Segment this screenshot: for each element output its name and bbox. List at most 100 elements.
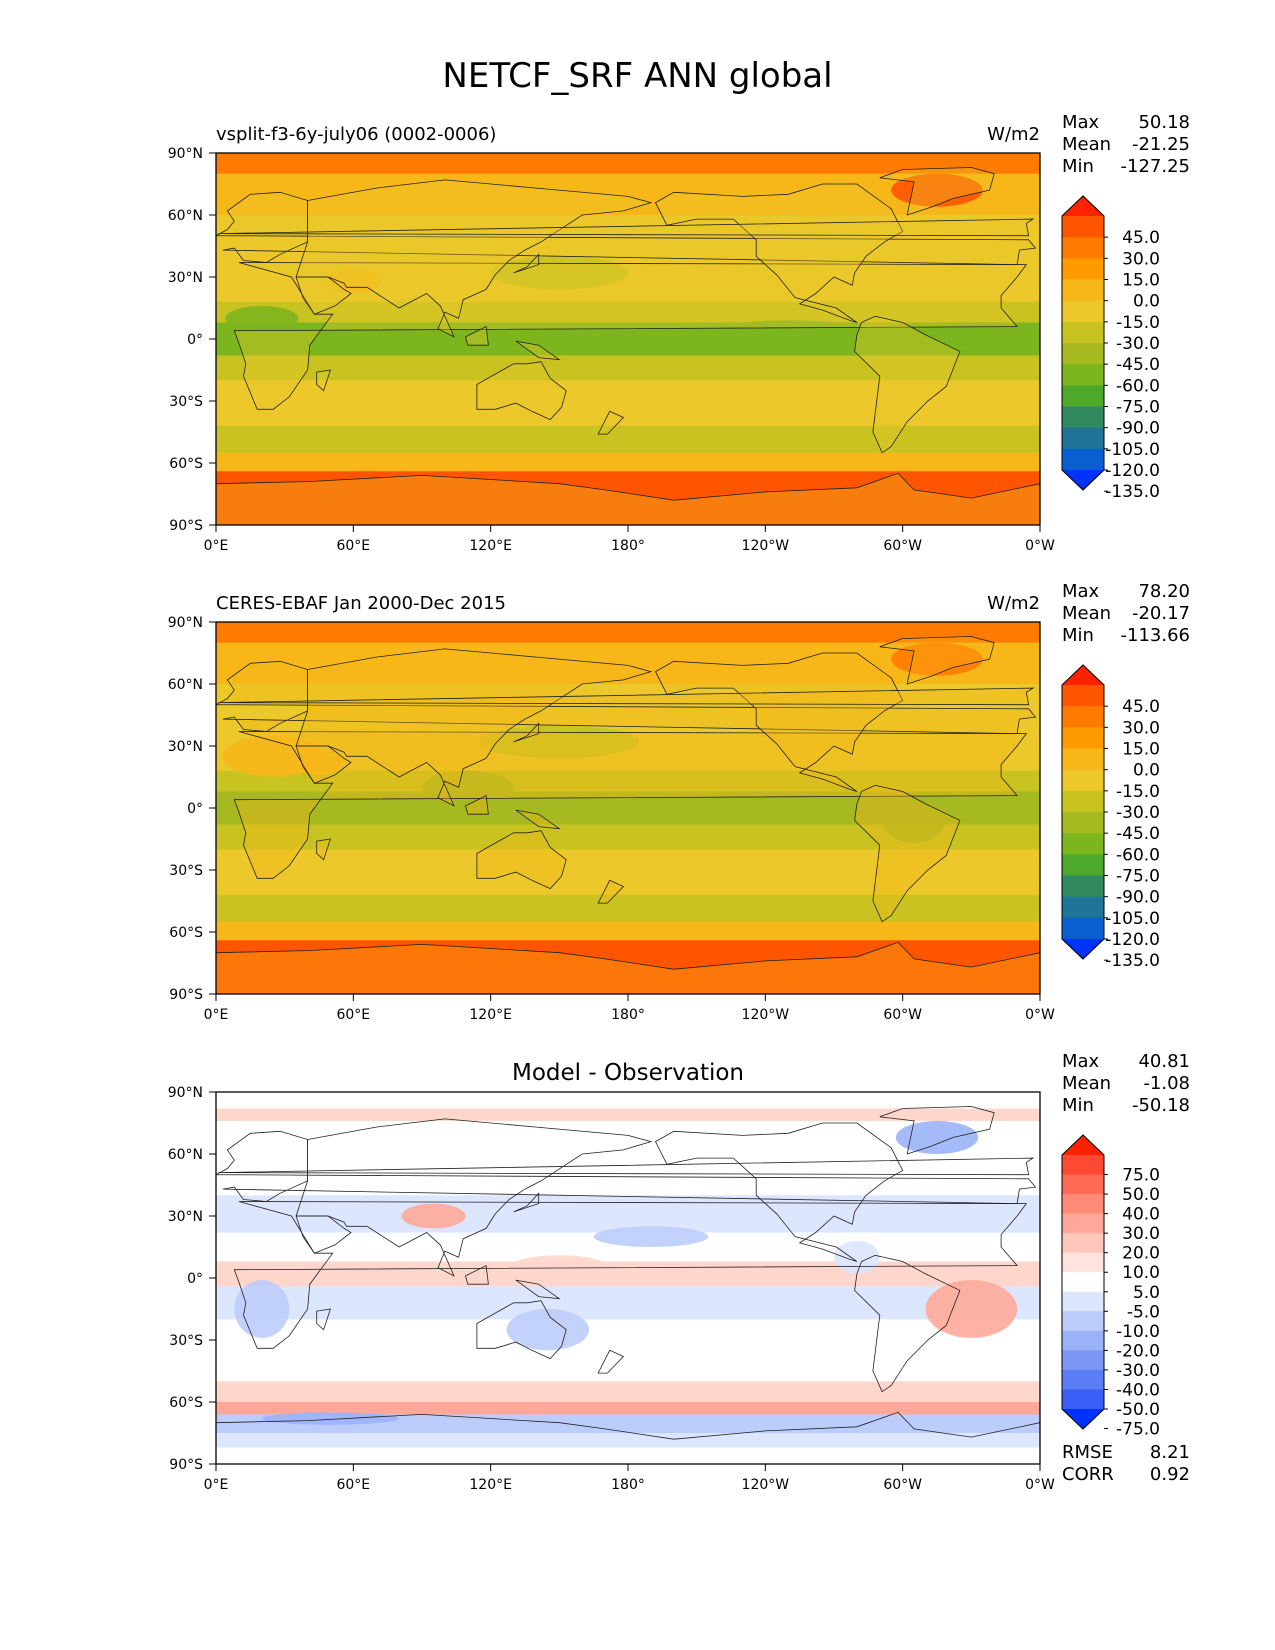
colorbar-segment — [1062, 748, 1104, 771]
colorbar-label: 10.0 — [1122, 1263, 1160, 1283]
stat-value-max: 40.81 — [1138, 1051, 1190, 1072]
colorbar-segment — [1062, 685, 1104, 707]
colorbar-label: -60.0 — [1116, 845, 1160, 865]
contour-band — [216, 1092, 1040, 1110]
contour-band — [216, 425, 1040, 454]
colorbar-label: -30.0 — [1116, 803, 1160, 823]
contour-blob — [506, 1309, 590, 1351]
coastline-north-america — [654, 1122, 904, 1262]
coastline-antarctica — [216, 941, 1040, 994]
colorbar-label: 15.0 — [1122, 740, 1160, 760]
colorbar-segment — [1062, 896, 1104, 919]
colorbar-bottom-extend — [1062, 470, 1104, 490]
colorbar-label: 30.0 — [1122, 718, 1160, 738]
coastline-new-guinea — [515, 809, 561, 830]
y-tick-label: 60°N — [168, 208, 203, 224]
coastline-japan — [513, 722, 540, 743]
panel-units: W/m2 — [987, 124, 1040, 145]
x-tick-label: 0°E — [204, 1007, 229, 1023]
coastline-uk — [218, 1157, 1035, 1176]
coastline-new-zealand — [597, 410, 625, 435]
colorbar-label: -15.0 — [1116, 782, 1160, 802]
coastline-arabia — [295, 276, 352, 315]
colorbar-segment — [1062, 1369, 1104, 1390]
colorbar-label: -75.0 — [1116, 867, 1160, 887]
colorbar-label: -105.0 — [1105, 909, 1160, 929]
coastline-uk — [218, 218, 1035, 237]
y-tick-label: 60°S — [169, 456, 203, 472]
colorbar-bottom-extend — [1062, 939, 1104, 959]
colorbar-segment — [1062, 790, 1104, 813]
y-tick-label: 30°S — [169, 863, 203, 879]
colorbar-label: -10.0 — [1116, 1322, 1160, 1342]
colorbar-segment — [1062, 1233, 1104, 1254]
coastline-africa — [233, 731, 1028, 879]
colorbar-label: -120.0 — [1105, 930, 1160, 950]
stat-label-mean: Mean — [1062, 1073, 1111, 1094]
coastline-asia — [295, 179, 653, 338]
colorbar-label: -15.0 — [1116, 313, 1160, 333]
colorbar-segment — [1062, 427, 1104, 450]
colorbar-segment — [1062, 1194, 1104, 1215]
y-tick-label: 60°S — [169, 925, 203, 941]
coastline-south-america — [854, 1254, 961, 1393]
y-tick-label: 60°S — [169, 1395, 203, 1411]
colorbar-segment — [1062, 279, 1104, 302]
colorbar-segment — [1062, 448, 1104, 471]
colorbar-segment — [1062, 706, 1104, 728]
contour-blob — [593, 1226, 709, 1247]
contour-band — [216, 452, 1040, 472]
y-tick-label: 90°S — [169, 987, 203, 1003]
colorbar-label: -5.0 — [1127, 1302, 1160, 1322]
colorbar-label: -135.0 — [1105, 482, 1160, 502]
stat-value-mean: -1.08 — [1143, 1073, 1190, 1094]
coastline-japan — [513, 1192, 540, 1213]
coastline-australia — [476, 830, 567, 890]
map-field — [216, 1092, 1040, 1464]
colorbar-label: -40.0 — [1116, 1380, 1160, 1400]
stat-label-max: Max — [1062, 1051, 1100, 1072]
coastline-asia — [295, 1118, 653, 1277]
colorbar-label: 40.0 — [1122, 1205, 1160, 1225]
coastline-uk — [218, 687, 1035, 706]
colorbar-segment — [1062, 769, 1104, 792]
y-tick-label: 0° — [187, 801, 203, 817]
coastline-madagascar — [316, 838, 331, 861]
stat-value-max: 78.20 — [1138, 581, 1190, 602]
coastline-africa — [233, 1201, 1028, 1349]
coastline-greenland — [879, 636, 995, 685]
colorbar-label: 50.0 — [1122, 1185, 1160, 1205]
colorbar-segment — [1062, 812, 1104, 834]
x-tick-label: 60°E — [336, 1007, 370, 1023]
x-tick-label: 180° — [611, 538, 645, 554]
colorbar-label: -120.0 — [1105, 461, 1160, 481]
stat-value-min: -127.25 — [1121, 156, 1190, 177]
coastline-indonesia-borneo — [465, 325, 489, 346]
stat-value-mean: -20.17 — [1132, 603, 1190, 624]
coastline-indonesia-borneo — [465, 794, 489, 815]
contour-band — [216, 684, 1040, 737]
coastline-europe — [216, 191, 1037, 266]
colorbar-segment — [1062, 237, 1104, 259]
colorbar-segment — [1062, 1174, 1104, 1195]
colorbar-label: -30.0 — [1116, 1361, 1160, 1381]
y-tick-label: 90°N — [168, 146, 203, 162]
contour-band — [216, 215, 1040, 268]
colorbar-label: -60.0 — [1116, 376, 1160, 396]
colorbar-label: -90.0 — [1116, 888, 1160, 908]
stat-label-mean: Mean — [1062, 603, 1111, 624]
colorbar-segment — [1062, 1311, 1104, 1332]
map-panel-2: 90°N 60°N 30°N 0° 30°S 60°S 90°S0°E 60°E 120°E 18… — [168, 581, 1190, 1023]
contour-band — [216, 1381, 1040, 1403]
y-tick-label: 0° — [187, 1271, 203, 1287]
contour-band — [216, 1414, 1040, 1434]
x-tick-label: 120°E — [469, 538, 512, 554]
colorbar-label: 45.0 — [1122, 228, 1160, 248]
colorbar-segment — [1062, 1272, 1104, 1293]
contour-blob — [296, 750, 342, 775]
contour-band — [216, 355, 1040, 381]
colorbar-segment — [1062, 1350, 1104, 1371]
y-tick-label: 60°N — [168, 1147, 203, 1163]
colorbar-label: -75.0 — [1116, 398, 1160, 418]
coastline-new-zealand — [597, 1349, 625, 1374]
